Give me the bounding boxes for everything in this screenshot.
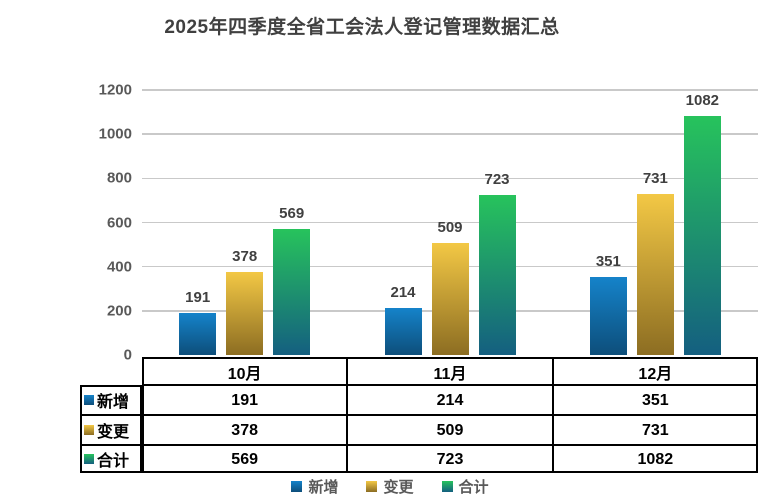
- table-column-header: 12月: [638, 366, 673, 383]
- chart-title: 2025年四季度全省工会法人登记管理数据汇总: [164, 17, 560, 38]
- legend-item: 合计: [441, 476, 489, 497]
- y-axis-tick-label: 600: [106, 214, 132, 231]
- table-row-divider: [142, 444, 758, 446]
- legend-label: 合计: [458, 479, 489, 496]
- legend-swatch: [291, 481, 303, 492]
- bar: [384, 307, 422, 355]
- legend-item: 变更: [366, 476, 414, 497]
- legend: 新增 变更 合计: [0, 476, 780, 497]
- gridline: [142, 177, 758, 180]
- table-cell: 378: [231, 422, 259, 439]
- gridline: [142, 133, 758, 135]
- table-cell: 731: [641, 422, 669, 439]
- bar: [636, 193, 674, 355]
- gridline: [142, 221, 758, 224]
- table-cell: 1082: [637, 451, 674, 468]
- table-key-row-divider: [80, 444, 142, 446]
- bar-value-label: 351: [595, 253, 621, 271]
- legend-item: 新增: [291, 476, 338, 497]
- table-row-header-label: 合计: [97, 453, 130, 470]
- bar-value-label: 378: [232, 247, 258, 265]
- gridline: [142, 89, 758, 91]
- y-axis-tick-label: 200: [106, 302, 132, 320]
- bar-value-label: 191: [185, 288, 211, 306]
- table-column-divider: [551, 357, 554, 473]
- table-row-header: 新增: [84, 388, 129, 412]
- y-axis-tick-label: 1000: [98, 125, 132, 143]
- table-column-header: 10月: [227, 366, 262, 383]
- legend-swatch: [366, 481, 378, 492]
- bar-value-label: 569: [279, 205, 305, 223]
- table-row-divider: [142, 384, 758, 386]
- bar: [589, 277, 627, 355]
- bar: [478, 195, 516, 355]
- table-cell: 509: [436, 422, 464, 439]
- table-row-header-label: 新增: [97, 394, 130, 411]
- bar-value-label: 1082: [685, 92, 720, 110]
- y-axis-tick-label: 1200: [98, 81, 132, 99]
- y-axis-tick-label: 400: [106, 258, 132, 276]
- table-cell: 723: [436, 451, 464, 468]
- table-cell: 214: [436, 392, 464, 409]
- bar: [179, 312, 217, 355]
- legend-swatch: [441, 481, 453, 492]
- table-row-header-label: 变更: [97, 424, 130, 441]
- bar-value-label: 723: [484, 171, 510, 189]
- table-cell: 569: [231, 451, 259, 468]
- legend-key-swatch: [84, 425, 94, 435]
- bar-value-label: 214: [390, 283, 416, 301]
- bar: [273, 229, 311, 355]
- y-axis-tick-label: 0: [123, 346, 132, 364]
- legend-label: 新增: [308, 479, 339, 496]
- bar-value-label: 731: [642, 169, 668, 187]
- bar: [226, 271, 264, 355]
- table-row-header: 变更: [84, 418, 129, 442]
- y-axis-tick-label: 800: [106, 169, 132, 187]
- legend-label: 变更: [383, 479, 414, 496]
- bar-value-label: 509: [437, 218, 463, 236]
- table-column-header: 11月: [433, 366, 467, 383]
- table-column-divider: [346, 357, 349, 473]
- table-row-divider: [142, 414, 758, 416]
- table-row-header: 合计: [84, 447, 129, 471]
- table-cell: 191: [231, 392, 259, 409]
- table-key-row-divider: [80, 414, 142, 416]
- bar: [431, 242, 469, 355]
- bar: [683, 116, 721, 355]
- legend-key-swatch: [84, 395, 94, 405]
- legend-key-swatch: [84, 454, 94, 464]
- table-cell: 351: [641, 392, 669, 409]
